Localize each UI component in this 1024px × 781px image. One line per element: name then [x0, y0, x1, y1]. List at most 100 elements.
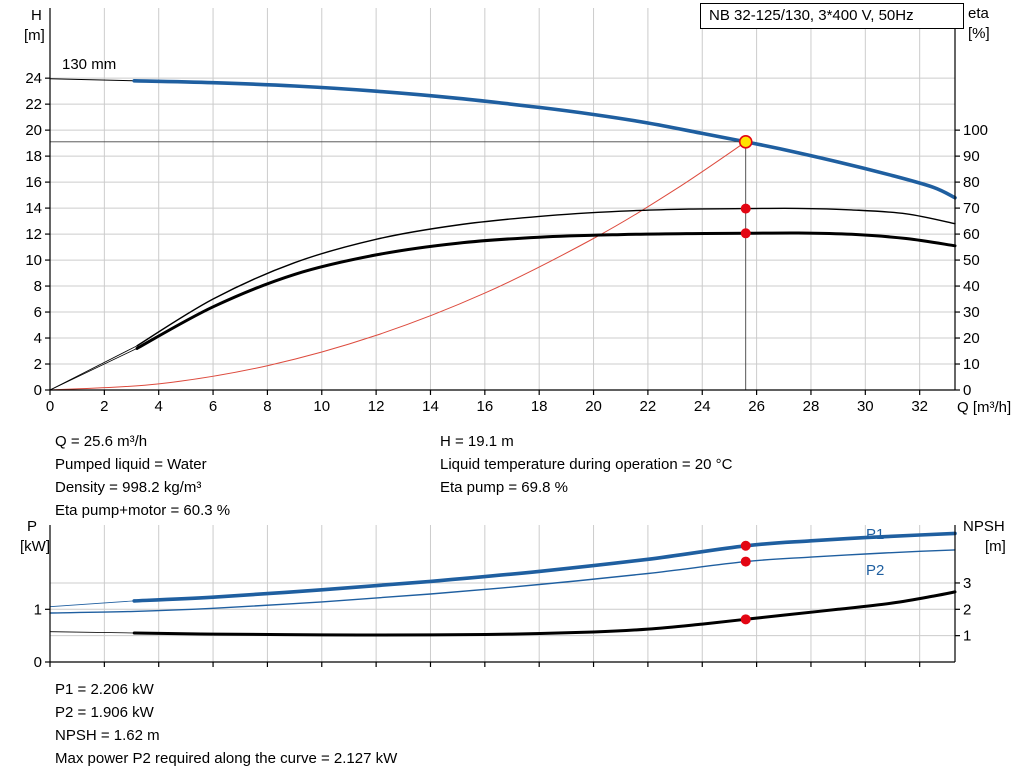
power-series-p1 [132, 531, 957, 603]
hq-eta-pump-motor-point [740, 228, 751, 239]
operating-info-right: H = 19.1 m Liquid temperature during ope… [440, 430, 732, 499]
svg-text:26: 26 [748, 398, 765, 415]
svg-text:28: 28 [803, 398, 820, 415]
svg-text:8: 8 [34, 278, 42, 295]
hq-series-eta-pump-motor [135, 231, 957, 350]
hq-duty-point [738, 135, 753, 149]
power-series-p2 [49, 549, 956, 614]
eta-axis-unit: [%] [968, 25, 990, 42]
svg-text:20: 20 [585, 398, 602, 415]
svg-text:0: 0 [963, 382, 971, 399]
svg-text:16: 16 [476, 398, 493, 415]
power-tick-labels: 0 1 1 2 3 [34, 575, 972, 671]
impeller-size-label: 130 mm [62, 56, 117, 73]
svg-text:18: 18 [531, 398, 548, 415]
svg-text:30: 30 [963, 304, 980, 321]
hq-eta-pump-point [740, 203, 751, 214]
svg-text:22: 22 [640, 398, 657, 415]
hq-series-affinity-parabola [49, 141, 747, 391]
svg-text:3: 3 [963, 575, 971, 592]
info-line-p1: P1 = 2.206 kW [55, 681, 154, 698]
power-series-npsh-leadin [49, 631, 135, 634]
info-line-density: Density = 998.2 kg/m³ [55, 479, 202, 496]
hq-eta-chart: 0246810121416182022240102030405060708090… [25, 8, 988, 415]
svg-text:24: 24 [25, 70, 42, 87]
info-line-npsh: NPSH = 1.62 m [55, 727, 160, 744]
svg-text:16: 16 [25, 174, 42, 191]
hq-series-eta-pump-motor-leadin [49, 348, 138, 391]
info-line-q: Q = 25.6 m³/h [55, 433, 148, 450]
svg-text:18: 18 [25, 148, 42, 165]
info-line-eta-total: Eta pump+motor = 60.3 % [55, 502, 231, 519]
svg-text:6: 6 [209, 398, 217, 415]
power-series-npsh [132, 590, 957, 637]
svg-text:20: 20 [963, 330, 980, 347]
hq-grid [50, 8, 955, 390]
p-axis-unit: [kW] [20, 538, 50, 555]
svg-text:14: 14 [422, 398, 439, 415]
power-npsh-point [740, 614, 751, 625]
svg-text:50: 50 [963, 252, 980, 269]
npsh-axis-symbol: NPSH [963, 518, 1005, 535]
power-npsh-chart: 0 1 1 2 3 [34, 525, 972, 671]
svg-text:10: 10 [25, 252, 42, 269]
svg-text:100: 100 [963, 122, 988, 139]
info-line-eta-pump: Eta pump = 69.8 % [440, 479, 568, 496]
p-axis-symbol: P [27, 518, 38, 535]
power-grid [50, 525, 955, 662]
svg-text:60: 60 [963, 226, 980, 243]
svg-text:20: 20 [25, 122, 42, 139]
svg-text:10: 10 [963, 356, 980, 373]
info-line-temperature: Liquid temperature during operation = 20… [440, 456, 733, 473]
svg-text:12: 12 [368, 398, 385, 415]
power-info: P1 = 2.206 kW P2 = 1.906 kW NPSH = 1.62 … [55, 678, 397, 770]
p2-curve-label: P2 [866, 562, 885, 579]
svg-text:0: 0 [34, 654, 42, 671]
svg-text:24: 24 [694, 398, 711, 415]
svg-text:10: 10 [313, 398, 330, 415]
power-axes [49, 525, 956, 663]
svg-text:32: 32 [911, 398, 928, 415]
svg-text:1: 1 [963, 628, 971, 645]
svg-text:70: 70 [963, 200, 980, 217]
svg-text:6: 6 [34, 304, 42, 321]
hq-axes [49, 8, 956, 391]
npsh-axis-label: NPSH [m] [963, 517, 1006, 557]
svg-text:80: 80 [963, 174, 980, 191]
q-axis-label: Q [m³/h] [957, 399, 1012, 416]
info-line-liquid: Pumped liquid = Water [55, 456, 207, 473]
operating-info-left: Q = 25.6 m³/h Pumped liquid = Water Dens… [55, 430, 230, 522]
svg-text:12: 12 [25, 226, 42, 243]
svg-text:2: 2 [963, 601, 971, 618]
eta-axis-label: eta [%] [968, 4, 990, 44]
info-line-p2: P2 = 1.906 kW [55, 704, 154, 721]
svg-text:2: 2 [34, 356, 42, 373]
info-line-h: H = 19.1 m [440, 433, 514, 450]
h-axis-unit: [m] [24, 27, 45, 44]
hq-series-eta-pump [136, 207, 956, 347]
svg-text:2: 2 [100, 398, 108, 415]
svg-text:14: 14 [25, 200, 42, 217]
h-axis-symbol: H [31, 7, 42, 24]
svg-text:0: 0 [34, 382, 42, 399]
svg-text:1: 1 [34, 601, 42, 618]
hq-series-pump-curve-leadin [49, 78, 135, 82]
svg-text:40: 40 [963, 278, 980, 295]
svg-text:90: 90 [963, 148, 980, 165]
p-axis-label: P [kW] [20, 517, 50, 557]
hq-series-pump-curve [132, 79, 957, 200]
pump-title-box: NB 32-125/130, 3*400 V, 50Hz [700, 3, 964, 29]
svg-text:8: 8 [263, 398, 271, 415]
svg-text:30: 30 [857, 398, 874, 415]
p1-curve-label: P1 [866, 526, 885, 543]
power-p2-point [740, 556, 751, 567]
svg-text:22: 22 [25, 96, 42, 113]
power-series-p1-leadin [49, 600, 135, 608]
eta-axis-symbol: eta [968, 5, 989, 22]
svg-text:4: 4 [34, 330, 42, 347]
h-axis-label: H [m] [24, 6, 45, 46]
info-line-maxpower: Max power P2 required along the curve = … [55, 750, 398, 767]
svg-text:4: 4 [155, 398, 163, 415]
hq-tick-labels: 0246810121416182022240102030405060708090… [25, 70, 988, 415]
